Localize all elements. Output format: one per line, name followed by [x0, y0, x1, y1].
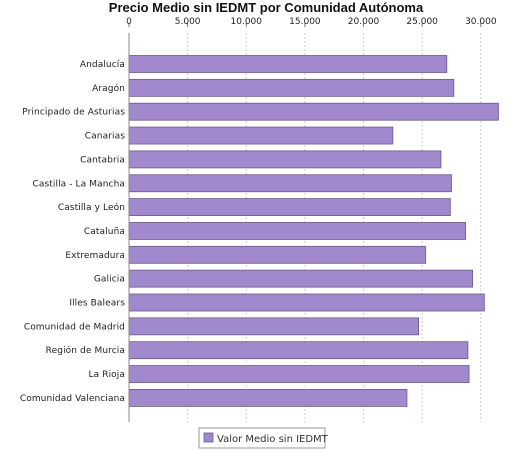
bar [128, 198, 451, 217]
category-label: Comunidad Valenciana [20, 394, 125, 404]
category-label: Cataluña [84, 227, 125, 237]
category-label: Región de Murcia [46, 345, 125, 356]
category-label: Extremadura [65, 251, 125, 261]
bar [128, 150, 442, 169]
x-axis-ticks: 0 5.000 10.000 15.000 20.000 25.000 30.000 [126, 17, 497, 27]
legend-label: Valor Medio sin IEDMT [217, 434, 329, 445]
category-labels: Andalucía Aragón Principado de Asturias Can… [20, 60, 125, 404]
bar [128, 222, 466, 240]
x-tick-label: 20.000 [348, 17, 380, 27]
bar [128, 245, 427, 264]
x-tick-label: 15.000 [289, 17, 321, 27]
category-label: Galicia [94, 275, 125, 285]
chart-title: Precio Medio sin IEDMT por Comunidad Aut… [109, 0, 424, 15]
x-tick-label: 10.000 [231, 17, 263, 27]
bar [128, 78, 455, 97]
bar [128, 55, 448, 73]
bar [128, 126, 394, 145]
bars [128, 55, 499, 407]
legend: Valor Medio sin IEDMT [198, 427, 329, 449]
x-tick-label: 30.000 [465, 17, 497, 27]
x-tick-label: 25.000 [406, 17, 438, 27]
category-label: Andalucía [80, 60, 125, 70]
bar [128, 102, 499, 121]
x-tick-label: 0 [126, 17, 132, 27]
category-label: Comunidad de Madrid [24, 322, 125, 332]
bar [128, 317, 420, 336]
legend-box [198, 427, 326, 449]
category-label: Illes Balears [69, 299, 125, 309]
bar [128, 341, 469, 360]
category-label: Aragón [92, 83, 125, 94]
category-label: Castilla y León [58, 202, 125, 213]
legend-swatch [203, 432, 214, 443]
bar [128, 293, 485, 312]
x-tick-label: 5.000 [175, 17, 201, 27]
bar [128, 174, 452, 193]
bar [128, 365, 470, 383]
bar [128, 269, 474, 288]
bar [128, 388, 408, 407]
category-label: La Rioja [89, 370, 125, 380]
category-label: Castilla - La Mancha [32, 179, 125, 189]
category-label: Cantabria [80, 155, 125, 165]
category-label: Principado de Asturias [22, 108, 125, 118]
category-label: Canarias [85, 132, 125, 142]
